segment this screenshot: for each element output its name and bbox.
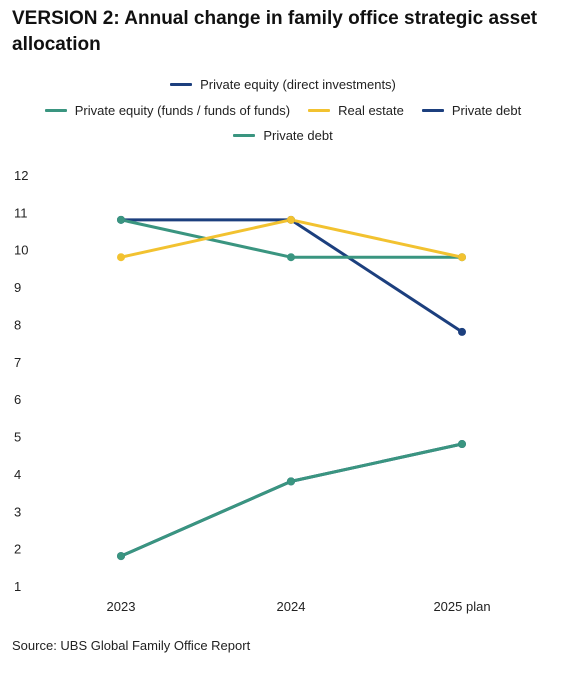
data-point-4-1	[287, 477, 295, 486]
y-tick-label: 2	[14, 542, 21, 557]
source-note: Source: UBS Global Family Office Report	[12, 638, 251, 653]
y-tick-label: 12	[14, 168, 28, 183]
x-tick-label: 2024	[277, 599, 306, 614]
data-point-2-0	[117, 253, 125, 262]
series-line-0	[121, 218, 463, 334]
legend-item-private-debt-navy: Private debt	[421, 103, 522, 118]
legend-label: Private debt	[451, 103, 522, 118]
y-tick-label: 7	[14, 355, 21, 370]
x-tick-label: 2025 plan	[433, 599, 490, 614]
legend-item-pe-funds: Private equity (funds / funds of funds)	[44, 103, 291, 118]
legend-item-private-debt-teal: Private debt	[233, 128, 333, 143]
y-tick-label: 4	[14, 467, 21, 482]
x-tick-label: 2023	[107, 599, 136, 614]
legend-item-pe-direct: Private equity (direct investments)	[170, 77, 396, 92]
legend-label: Private debt	[263, 128, 333, 143]
data-point-1-1	[287, 253, 295, 262]
legend-swatch	[233, 134, 256, 137]
legend-row-3: Private debt	[0, 128, 566, 143]
y-tick-label: 11	[14, 205, 28, 220]
y-tick-label: 5	[14, 430, 21, 445]
y-tick-label: 3	[14, 504, 21, 519]
y-tick-label: 9	[14, 280, 21, 295]
legend-label: Private equity (direct investments)	[200, 77, 396, 92]
series-line-2	[120, 218, 463, 259]
legend-swatch	[308, 109, 331, 112]
y-tick-label: 6	[14, 392, 21, 407]
legend-swatch	[170, 83, 193, 86]
legend-swatch	[421, 109, 444, 112]
legend-label: Real estate	[338, 103, 404, 118]
data-point-0-2	[458, 327, 466, 336]
legend-label: Private equity (funds / funds of funds)	[74, 103, 291, 118]
series-line-1	[120, 218, 462, 259]
y-tick-label: 8	[14, 317, 21, 332]
data-point-4-0	[117, 552, 125, 561]
legend-item-real-estate: Real estate	[308, 103, 404, 118]
series-line-3	[120, 442, 463, 558]
data-point-1-0	[117, 215, 125, 224]
legend-row-2: Private equity (funds / funds of funds) …	[0, 103, 566, 118]
data-point-4-2	[458, 440, 466, 449]
legend-swatch	[44, 109, 67, 112]
chart-title: VERSION 2: Annual change in family offic…	[12, 8, 538, 55]
legend-row-1: Private equity (direct investments)	[0, 77, 566, 92]
y-tick-label: 10	[14, 243, 28, 258]
series-line-4	[120, 442, 463, 558]
data-point-2-2	[458, 253, 466, 262]
y-tick-label: 1	[14, 579, 21, 594]
data-point-2-1	[287, 215, 295, 224]
